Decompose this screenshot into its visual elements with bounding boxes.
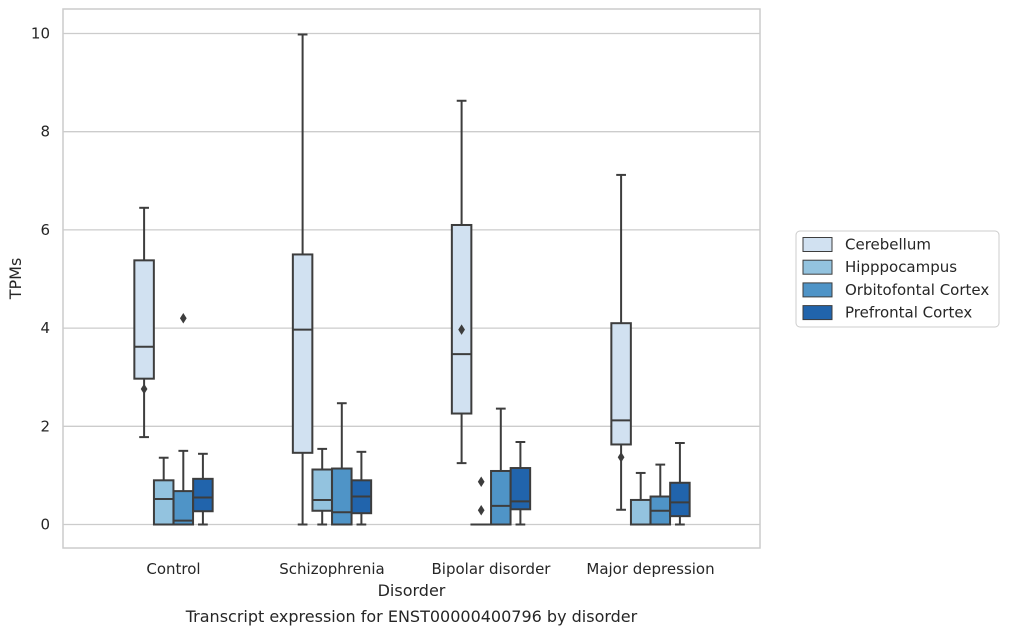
box <box>450 223 473 415</box>
x-tick-label: Control <box>146 560 200 578</box>
x-tick-labels: Control Schizophrenia Bipolar disorder Majo… <box>146 560 714 578</box>
box <box>669 481 691 518</box>
legend-swatch <box>802 282 833 298</box>
legend-swatch <box>802 237 833 252</box>
outlier-point <box>477 476 485 488</box>
box <box>152 479 175 526</box>
box-group <box>450 99 473 465</box>
box-group <box>649 463 672 526</box>
box-group <box>291 33 314 526</box>
box <box>610 322 632 446</box>
box-group <box>152 456 175 526</box>
box <box>291 253 314 454</box>
legend-frame <box>795 230 1000 328</box>
legend-swatch <box>802 259 833 275</box>
y-axis-label: TPMs <box>6 258 25 301</box>
box-group <box>610 173 632 511</box>
box-group <box>331 402 353 526</box>
box-group <box>133 206 155 439</box>
y-tick-label: 4 <box>40 319 50 337</box>
legend-item: Hipppocampus <box>802 258 957 276</box>
box <box>192 477 214 513</box>
box-group <box>509 441 532 526</box>
legend-label: Cerebellum <box>845 236 931 254</box>
outlier-point <box>458 324 465 335</box>
outlier-point <box>179 313 187 324</box>
x-tick-label: Schizophrenia <box>279 560 384 578</box>
box-group <box>192 452 214 526</box>
x-axis-label: Disorder <box>378 581 446 600</box>
legend-item: Cerebellum <box>802 236 931 254</box>
box <box>509 467 532 511</box>
y-tick-label: 0 <box>40 516 50 534</box>
boxes-layer <box>133 33 691 526</box>
gridlines <box>63 32 760 526</box>
y-tick-label: 2 <box>40 417 50 435</box>
box-group <box>629 471 652 526</box>
y-tick-label: 8 <box>40 123 50 141</box>
legend-label: Prefrontal Cortex <box>845 304 972 322</box>
y-tick-labels: 0 2 4 6 8 10 <box>31 25 50 534</box>
box-group <box>172 313 195 526</box>
x-tick-label: Bipolar disorder <box>432 560 552 578</box>
legend-swatch <box>802 305 833 321</box>
box-group <box>470 476 492 526</box>
figure-caption: Transcript expression for ENST0000040079… <box>185 607 638 626</box>
box <box>331 467 353 526</box>
box-group <box>490 407 512 526</box>
plot-frame <box>62 8 761 549</box>
y-tick-label: 10 <box>31 25 50 43</box>
box <box>311 468 333 512</box>
box <box>490 469 512 526</box>
x-tick-label: Major depression <box>586 560 714 578</box>
box <box>133 259 155 380</box>
legend-label: Orbitofontal Cortex <box>845 281 989 299</box>
box <box>629 498 652 526</box>
outlier-point <box>140 383 148 395</box>
outlier-point <box>617 451 625 463</box>
box-group <box>669 441 691 526</box>
box-group <box>350 450 373 526</box>
legend-item: Orbitofontal Cortex <box>802 281 989 299</box>
box <box>172 490 195 526</box>
outlier-point <box>477 505 485 516</box>
legend-item: Prefrontal Cortex <box>802 304 972 322</box>
legend: Cerebellum Hipppocampus Orbitofontal Corte… <box>795 230 1000 328</box>
box-group <box>311 447 333 526</box>
legend-label: Hipppocampus <box>845 258 957 276</box>
y-tick-label: 6 <box>40 221 50 239</box>
